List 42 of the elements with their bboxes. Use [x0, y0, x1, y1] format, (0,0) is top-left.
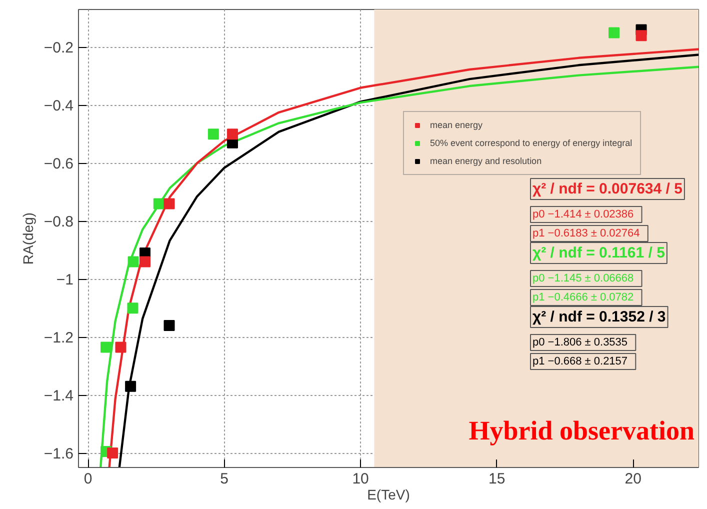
- annotation: p1 −0.6183 ± 0.02764: [532, 228, 640, 240]
- point: [608, 27, 620, 38]
- annotation: p1 −0.4666 ± 0.0782: [532, 292, 634, 304]
- annotation: p0 −1.145 ± 0.06668: [532, 272, 634, 284]
- x-tick-label: 0: [84, 470, 92, 488]
- x-tick-label: 20: [624, 470, 642, 488]
- point: [139, 256, 150, 268]
- x-axis-title: E(TeV): [367, 486, 410, 502]
- point: [115, 342, 126, 353]
- point: [128, 256, 139, 268]
- point: [153, 198, 164, 210]
- point: [107, 448, 118, 459]
- annotation: p1 −0.668 ± 0.2157: [532, 356, 628, 368]
- point: [164, 320, 175, 331]
- annotation: χ² / ndf = 0.007634 / 5: [532, 180, 682, 198]
- y-tick-label: −1: [56, 272, 74, 289]
- y-tick-label: −0.8: [44, 214, 74, 231]
- point: [226, 128, 238, 140]
- annotation: p0 −1.806 ± 0.3535: [532, 336, 628, 348]
- y-tick-label: −1.6: [44, 446, 74, 463]
- point: [125, 380, 136, 392]
- annotation: χ² / ndf = 0.1352 / 3: [532, 308, 666, 326]
- point: [100, 342, 112, 353]
- x-tick-label: 10: [352, 470, 369, 488]
- x-tick-label: 15: [488, 470, 506, 488]
- point: [208, 128, 219, 140]
- y-tick-label: −0.2: [44, 40, 74, 57]
- point: [164, 198, 175, 210]
- y-axis-title: RA(deg): [20, 212, 36, 265]
- point: [636, 30, 647, 42]
- point: [127, 302, 138, 314]
- y-tick-label: −0.4: [44, 98, 74, 115]
- y-tick-label: −1.4: [44, 388, 74, 405]
- annotation: p0 −1.414 ± 0.02386: [532, 208, 634, 220]
- legend-label: 50% event correspond to energy of energy integral: [430, 138, 632, 148]
- legend-label: mean energy: [430, 120, 483, 130]
- y-tick-label: −0.6: [44, 156, 74, 173]
- y-tick-label: −1.2: [44, 330, 74, 347]
- band-label: Hybrid observation: [468, 416, 695, 446]
- annotation: χ² / ndf = 0.1161 / 5: [532, 244, 665, 262]
- x-tick-label: 5: [220, 470, 228, 488]
- legend-label: mean energy and resolution: [430, 156, 542, 166]
